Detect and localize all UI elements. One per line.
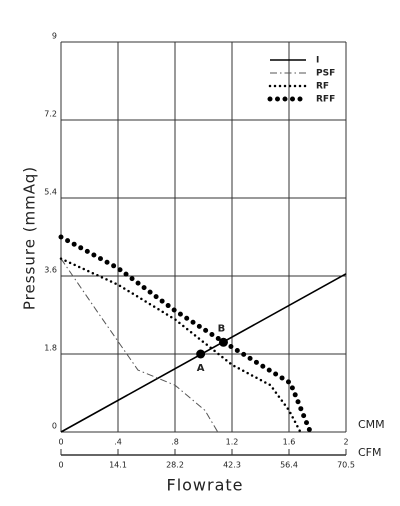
y-tick-label: 9 xyxy=(52,32,57,41)
x2-tick-label: 42.3 xyxy=(223,461,241,470)
point-label: B xyxy=(218,323,226,334)
operating-point xyxy=(218,337,228,347)
point-label: A xyxy=(197,363,205,374)
x2-tick-label: 0 xyxy=(58,461,63,470)
legend-label: I xyxy=(316,56,319,66)
legend-label: PSF xyxy=(316,69,335,79)
x-tick-label: 1.6 xyxy=(283,438,296,447)
x2-tick-label: 14.1 xyxy=(109,461,127,470)
x2-tick-label: 56.4 xyxy=(280,461,298,470)
y-tick-label: 3.6 xyxy=(44,266,57,275)
x2-tick-label: 70.5 xyxy=(337,461,355,470)
y-tick-label: 0 xyxy=(52,422,57,431)
x-tick-label: 0 xyxy=(58,438,63,447)
x2-unit: CFM xyxy=(358,446,382,459)
x-tick-label: .4 xyxy=(114,438,122,447)
operating-point xyxy=(196,349,206,359)
x-tick-label: .8 xyxy=(171,438,179,447)
x-axis-label: Flowrate xyxy=(166,476,243,495)
x2-tick-label: 28.2 xyxy=(166,461,184,470)
series-line xyxy=(60,258,219,433)
x-tick-label: 2 xyxy=(343,438,348,447)
y-axis-label: Pressure (mmAq) xyxy=(21,166,39,310)
y-tick-label: 5.4 xyxy=(44,188,57,197)
series-line xyxy=(59,257,302,434)
series-line xyxy=(58,234,313,435)
y-tick-label: 1.8 xyxy=(44,344,57,353)
legend-label: RFF xyxy=(316,95,335,105)
x-unit: CMM xyxy=(358,418,385,431)
x-tick-label: 1.2 xyxy=(226,438,239,447)
y-tick-label: 7.2 xyxy=(44,110,57,119)
legend-label: RF xyxy=(316,82,329,92)
